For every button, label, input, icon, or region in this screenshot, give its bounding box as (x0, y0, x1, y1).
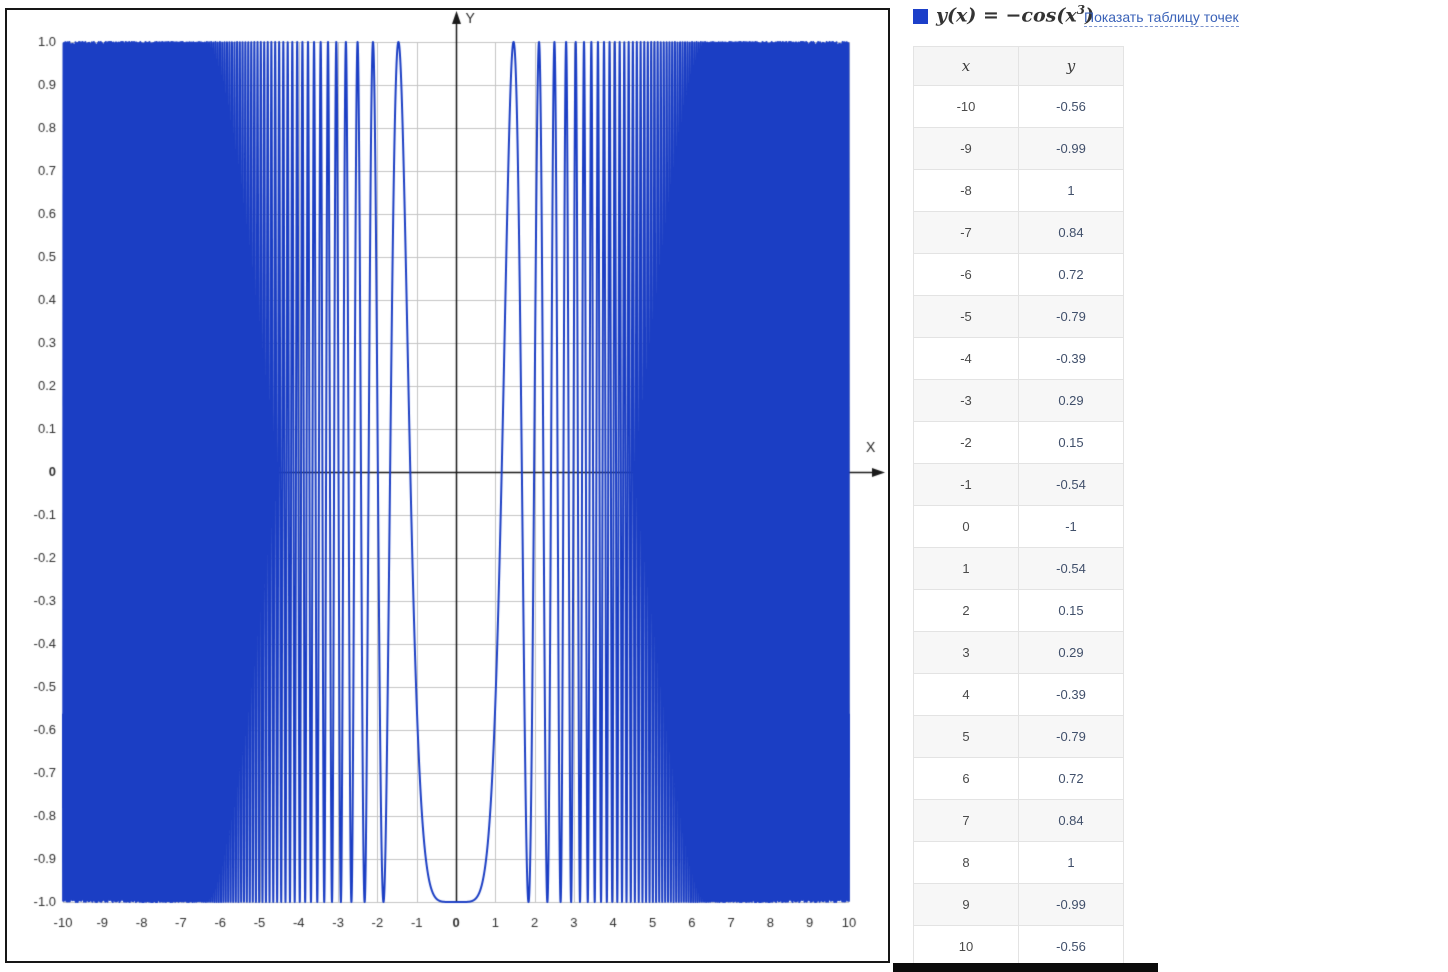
series-color-swatch-icon (913, 9, 928, 24)
x-value-cell: 0 (913, 505, 1019, 548)
table-row: -7 0.84 (913, 211, 1124, 254)
y-value-cell: -0.56 (1018, 925, 1124, 968)
x-value-cell: 8 (913, 841, 1019, 884)
formula-exponent: 3 (1076, 3, 1086, 17)
table-row: 7 0.84 (913, 799, 1124, 842)
y-value-cell: 0.15 (1018, 589, 1124, 632)
y-value-cell: -0.39 (1018, 673, 1124, 716)
y-value-cell: -0.99 (1018, 127, 1124, 170)
points-table: x y -10 -0.56 -9 -0.99 -8 1 -7 0.84 -6 0.72 -5 -0.7… (913, 46, 1124, 968)
y-value-cell: -0.99 (1018, 883, 1124, 926)
formula-main: y(x) = −cos(x (936, 4, 1077, 27)
x-value-cell: 4 (913, 673, 1019, 716)
table-row: -1 -0.54 (913, 463, 1124, 506)
x-value-cell: -1 (913, 463, 1019, 506)
x-value-cell: -7 (913, 211, 1019, 254)
y-value-cell: -1 (1018, 505, 1124, 548)
table-row: -10 -0.56 (913, 85, 1124, 128)
table-row: 1 -0.54 (913, 547, 1124, 590)
table-row: -4 -0.39 (913, 337, 1124, 380)
y-value-cell: -0.39 (1018, 337, 1124, 380)
table-row: 5 -0.79 (913, 715, 1124, 758)
y-value-cell: -0.56 (1018, 85, 1124, 128)
table-row: 4 -0.39 (913, 673, 1124, 716)
table-row: -9 -0.99 (913, 127, 1124, 170)
y-value-cell: 0.72 (1018, 253, 1124, 296)
x-value-cell: 7 (913, 799, 1019, 842)
x-value-cell: 9 (913, 883, 1019, 926)
y-value-cell: -0.79 (1018, 295, 1124, 338)
y-value-cell: 1 (1018, 169, 1124, 212)
x-value-cell: -2 (913, 421, 1019, 464)
x-value-cell: 2 (913, 589, 1019, 632)
x-value-cell: 10 (913, 925, 1019, 968)
window-edge-bar (893, 963, 1158, 972)
col-header-x: x (913, 46, 1019, 86)
x-value-cell: -10 (913, 85, 1019, 128)
function-plot-canvas[interactable] (7, 10, 888, 961)
show-points-table-link[interactable]: Показать таблицу точек (1084, 9, 1239, 27)
plot-panel (5, 8, 890, 963)
x-value-cell: -5 (913, 295, 1019, 338)
points-table-header: x y (913, 46, 1124, 86)
y-value-cell: 0.84 (1018, 211, 1124, 254)
formula-close: ) (1085, 4, 1095, 27)
x-value-cell: -3 (913, 379, 1019, 422)
y-value-cell: 0.29 (1018, 631, 1124, 674)
y-value-cell: -0.54 (1018, 463, 1124, 506)
legend: y(x) = −cos(x3) Показать таблицу точек (913, 3, 1333, 36)
table-row: 3 0.29 (913, 631, 1124, 674)
y-value-cell: 1 (1018, 841, 1124, 884)
function-formula: y(x) = −cos(x3) (936, 3, 1094, 26)
y-value-cell: 0.15 (1018, 421, 1124, 464)
x-value-cell: 3 (913, 631, 1019, 674)
x-value-cell: 5 (913, 715, 1019, 758)
table-row: 6 0.72 (913, 757, 1124, 800)
x-value-cell: 1 (913, 547, 1019, 590)
y-value-cell: 0.72 (1018, 757, 1124, 800)
table-row: 2 0.15 (913, 589, 1124, 632)
x-value-cell: -4 (913, 337, 1019, 380)
y-value-cell: -0.79 (1018, 715, 1124, 758)
table-row: -2 0.15 (913, 421, 1124, 464)
x-value-cell: -6 (913, 253, 1019, 296)
table-row: -8 1 (913, 169, 1124, 212)
table-row: -6 0.72 (913, 253, 1124, 296)
table-row: -3 0.29 (913, 379, 1124, 422)
table-row: -5 -0.79 (913, 295, 1124, 338)
table-row: 9 -0.99 (913, 883, 1124, 926)
x-value-cell: -8 (913, 169, 1019, 212)
x-value-cell: 6 (913, 757, 1019, 800)
table-row: 10 -0.56 (913, 925, 1124, 968)
y-value-cell: 0.29 (1018, 379, 1124, 422)
table-row: 0 -1 (913, 505, 1124, 548)
x-value-cell: -9 (913, 127, 1019, 170)
col-header-y: y (1018, 46, 1124, 86)
y-value-cell: 0.84 (1018, 799, 1124, 842)
y-value-cell: -0.54 (1018, 547, 1124, 590)
